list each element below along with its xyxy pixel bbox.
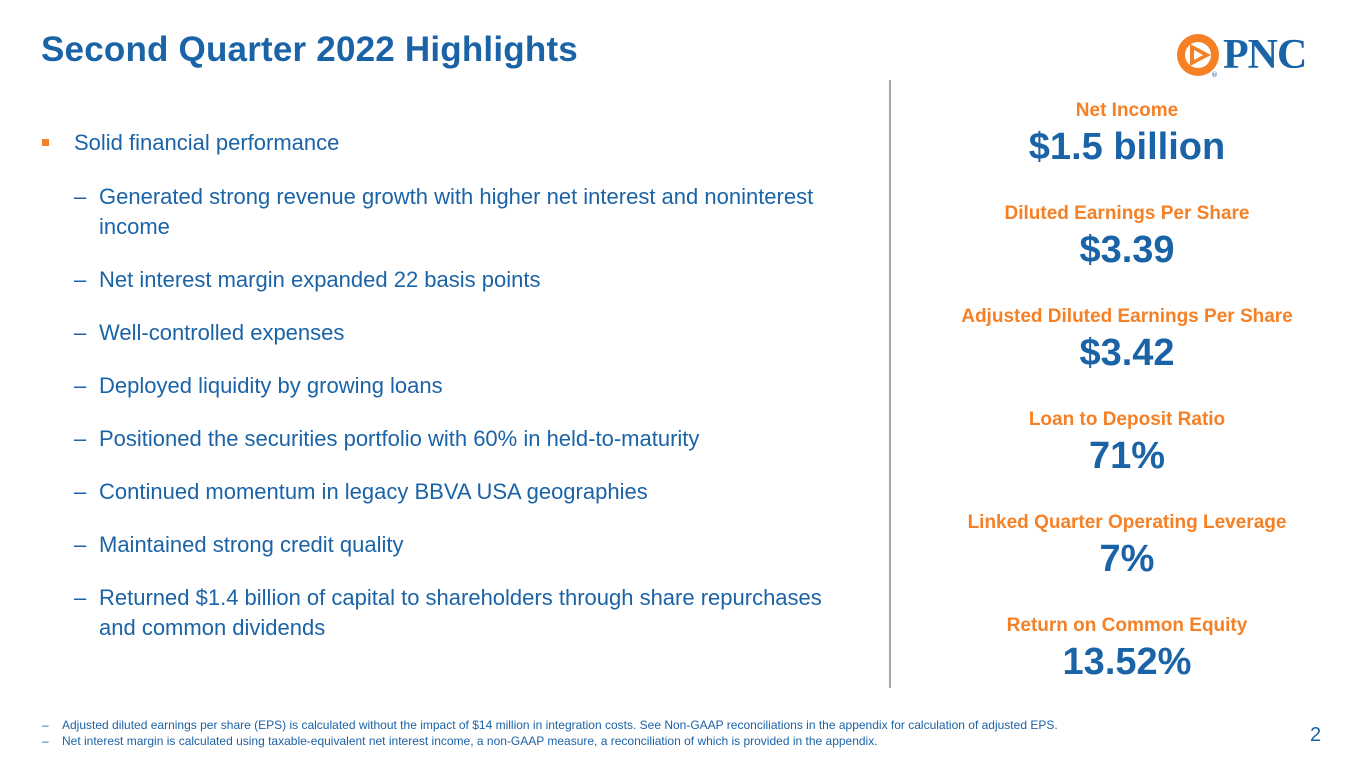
sub-bullet: – Deployed liquidity by growing loans: [74, 371, 822, 401]
sub-bullet-text: Generated strong revenue growth with hig…: [99, 184, 814, 239]
footnote: – Net interest margin is calculated usin…: [42, 733, 1242, 749]
footnote: – Adjusted diluted earnings per share (E…: [42, 717, 1242, 733]
footnotes: – Adjusted diluted earnings per share (E…: [42, 717, 1242, 749]
metric-label: Loan to Deposit Ratio: [1028, 409, 1226, 430]
footnote-dash: –: [42, 734, 49, 748]
metric-value: 13.52%: [1062, 641, 1192, 683]
sub-bullet-text: Well-controlled expenses: [99, 320, 345, 345]
dash-bullet: –: [74, 320, 87, 345]
key-metrics-panel: Net Income $1.5 billion Diluted Earnings…: [912, 97, 1342, 715]
sub-bullet-text: Maintained strong credit quality: [99, 532, 404, 557]
pnc-logo: ® PNC: [1175, 32, 1307, 78]
sub-bullet: – Well-controlled expenses: [74, 318, 822, 348]
sub-bullet-text: Net interest margin expanded 22 basis po…: [99, 267, 541, 292]
dash-bullet: –: [74, 532, 87, 557]
dash-bullet: –: [74, 267, 87, 292]
metric-value: $3.42: [1079, 332, 1175, 374]
metric-value: $1.5 billion: [1028, 126, 1226, 168]
metric-value: 71%: [1088, 435, 1166, 477]
sub-bullet: – Net interest margin expanded 22 basis …: [74, 265, 822, 295]
metric-label: Adjusted Diluted Earnings Per Share: [961, 306, 1293, 327]
metric-loan-to-deposit-ratio: Loan to Deposit Ratio 71%: [912, 406, 1342, 509]
sub-bullet: – Returned $1.4 billion of capital to sh…: [74, 583, 822, 643]
sub-bullet: – Generated strong revenue growth with h…: [74, 182, 822, 242]
metric-value: 7%: [1099, 538, 1155, 580]
footnote-text: Net interest margin is calculated using …: [62, 734, 878, 748]
metric-operating-leverage: Linked Quarter Operating Leverage 7%: [912, 509, 1342, 612]
page-number: 2: [1310, 724, 1322, 746]
main-bullet: Solid financial performance: [42, 128, 822, 158]
metric-diluted-eps: Diluted Earnings Per Share $3.39: [912, 200, 1342, 303]
square-bullet-icon: [42, 139, 49, 146]
sub-bullet-text: Deployed liquidity by growing loans: [99, 373, 443, 398]
sub-bullet-list: – Generated strong revenue growth with h…: [42, 182, 822, 643]
footnote-dash: –: [42, 718, 49, 732]
metric-return-on-common-equity: Return on Common Equity 13.52%: [912, 612, 1342, 715]
pnc-logo-text: PNC: [1223, 32, 1307, 78]
sub-bullet: – Continued momentum in legacy BBVA USA …: [74, 477, 822, 507]
sub-bullet: – Positioned the securities portfolio wi…: [74, 424, 822, 454]
page-title: Second Quarter 2022 Highlights: [41, 30, 578, 69]
dash-bullet: –: [74, 479, 87, 504]
metric-label: Net Income: [1075, 100, 1179, 121]
registered-mark: ®: [1211, 71, 1218, 78]
metric-adjusted-diluted-eps: Adjusted Diluted Earnings Per Share $3.4…: [912, 303, 1342, 406]
sub-bullet-text: Returned $1.4 billion of capital to shar…: [99, 585, 822, 640]
main-bullet-text: Solid financial performance: [74, 130, 340, 155]
dash-bullet: –: [74, 184, 87, 209]
sub-bullet: – Maintained strong credit quality: [74, 530, 822, 560]
metric-label: Linked Quarter Operating Leverage: [967, 512, 1287, 533]
metric-label: Diluted Earnings Per Share: [1004, 203, 1250, 224]
dash-bullet: –: [74, 426, 87, 451]
sub-bullet-text: Continued momentum in legacy BBVA USA ge…: [99, 479, 648, 504]
metric-label: Return on Common Equity: [1006, 615, 1248, 636]
metric-net-income: Net Income $1.5 billion: [912, 97, 1342, 200]
footnote-text: Adjusted diluted earnings per share (EPS…: [62, 718, 1058, 732]
sub-bullet-text: Positioned the securities portfolio with…: [99, 426, 700, 451]
metric-value: $3.39: [1079, 229, 1175, 271]
dash-bullet: –: [74, 585, 87, 610]
dash-bullet: –: [74, 373, 87, 398]
vertical-divider: [889, 80, 891, 688]
highlights-list: Solid financial performance – Generated …: [42, 128, 822, 643]
pnc-logo-mark-icon: ®: [1177, 34, 1219, 78]
